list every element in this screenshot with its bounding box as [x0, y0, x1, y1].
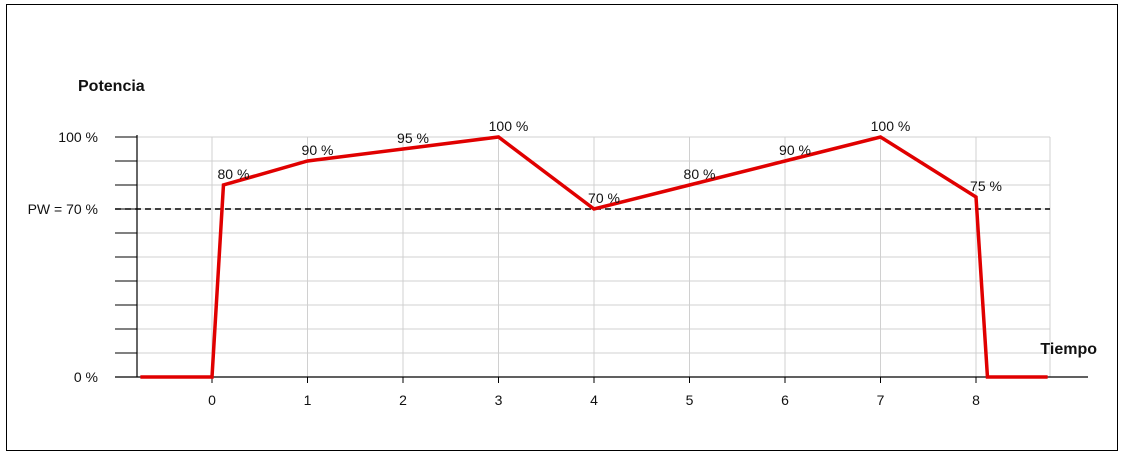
x-tick-label: 2 — [399, 392, 407, 408]
x-axis-title: Tiempo — [1040, 341, 1097, 358]
y-tick-label: 0 % — [74, 369, 98, 385]
labels: 0 1 2 3 4 5 6 7 8 100 % PW = 70 % 0 % 80 % 90 % 95 % 10… — [28, 78, 1098, 408]
data-label: 75 % — [970, 178, 1002, 194]
x-tick-label: 7 — [877, 392, 885, 408]
data-label: 80 % — [684, 166, 716, 182]
x-tick-label: 3 — [495, 392, 503, 408]
x-tick-label: 8 — [972, 392, 980, 408]
x-tick-label: 0 — [208, 392, 216, 408]
x-tick-label: 5 — [686, 392, 694, 408]
data-label: 95 % — [397, 130, 429, 146]
series-lines — [115, 135, 1050, 379]
y-axis-title: Potencia — [78, 78, 145, 95]
grid-lines — [137, 136, 1051, 377]
y-tick-label: 100 % — [58, 129, 98, 145]
data-label: 90 % — [779, 142, 811, 158]
axes — [115, 135, 1088, 383]
x-tick-label: 6 — [781, 392, 789, 408]
data-label: 80 % — [217, 166, 249, 182]
x-tick-label: 4 — [590, 392, 598, 408]
data-label: 90 % — [302, 142, 334, 158]
data-label: 100 % — [489, 118, 529, 134]
series-line — [140, 135, 1048, 379]
x-tick-label: 1 — [304, 392, 312, 408]
data-label: 100 % — [871, 118, 911, 134]
y-tick-label: PW = 70 % — [28, 201, 98, 217]
data-label: 70 % — [588, 190, 620, 206]
